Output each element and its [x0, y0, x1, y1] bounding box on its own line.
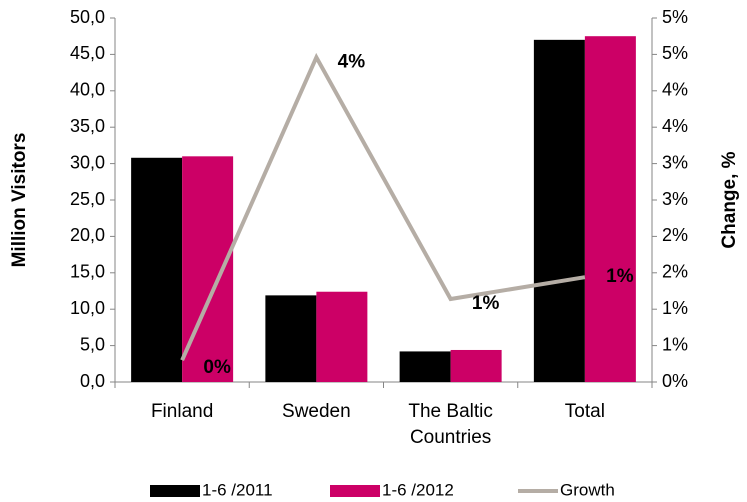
- y2-axis-title: Change, %: [719, 151, 740, 248]
- bar: [533, 39, 585, 383]
- y2-tick-label: 1%: [662, 298, 688, 318]
- data-label: 4%: [338, 51, 366, 72]
- x-tick-label: Total: [564, 401, 605, 422]
- legend-label: 1-6 /2011: [202, 480, 273, 499]
- y-axis-title: Million Visitors: [9, 133, 30, 268]
- legend-label: Growth: [560, 480, 615, 499]
- y-tick-label: 30,0: [70, 152, 105, 172]
- x-tick-label: Finland: [150, 401, 214, 422]
- growth-line: [180, 52, 586, 361]
- y-tick-label: 40,0: [70, 80, 105, 100]
- bar: [265, 295, 317, 382]
- y-tick-label: 5,0: [80, 334, 105, 354]
- y-tick-label: 0,0: [80, 371, 105, 391]
- y2-tick-label: 0%: [662, 371, 688, 391]
- x-tick-label: Sweden: [282, 401, 351, 422]
- y-tick-label: 45,0: [70, 43, 105, 63]
- y2-tick-label: 1%: [662, 334, 688, 354]
- y-tick-label: 50,0: [70, 7, 105, 27]
- y2-tick-label: 3%: [662, 189, 688, 209]
- data-label: 1%: [472, 293, 500, 314]
- y2-tick-label: 4%: [662, 80, 688, 100]
- y-tick-label: 20,0: [70, 225, 105, 245]
- y2-tick-label: 5%: [662, 7, 688, 27]
- data-label: 0%: [203, 357, 231, 378]
- bar: [316, 291, 368, 382]
- y2-tick-label: 5%: [662, 43, 688, 63]
- legend-swatch: [150, 485, 200, 497]
- y2-tick-label: 4%: [662, 116, 688, 136]
- y-tick-label: 15,0: [70, 262, 105, 282]
- data-label: 1%: [606, 266, 634, 287]
- y2-tick-label: 2%: [662, 262, 688, 282]
- y-tick-label: 25,0: [70, 189, 105, 209]
- x-tick-label: The Baltic Countries: [408, 401, 493, 448]
- bar: [131, 157, 183, 382]
- y2-tick-label: 2%: [662, 225, 688, 245]
- legend-label: 1-6 /2012: [382, 480, 454, 499]
- bar: [450, 349, 502, 382]
- legend-swatch: [330, 485, 380, 497]
- y2-tick-label: 3%: [662, 152, 688, 172]
- y-tick-label: 10,0: [70, 298, 105, 318]
- bar: [182, 156, 234, 382]
- y-tick-label: 35,0: [70, 116, 105, 136]
- bar: [584, 36, 636, 382]
- bar: [399, 351, 451, 382]
